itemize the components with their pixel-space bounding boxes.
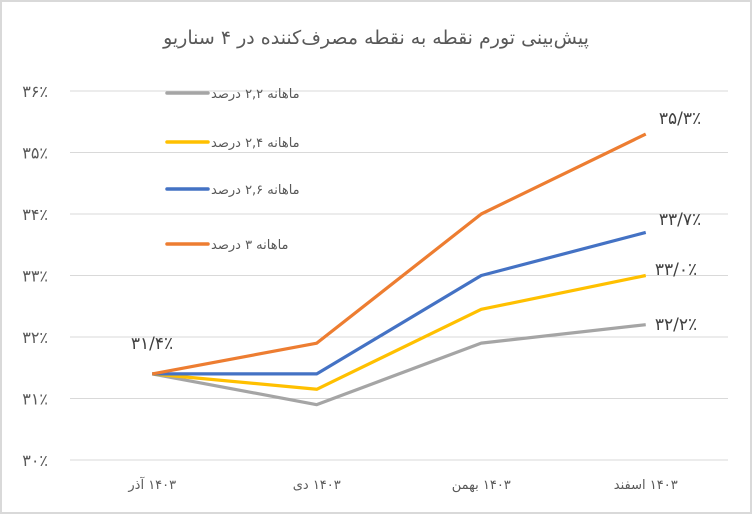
series-line	[152, 230, 647, 376]
y-tick-label: ۳۵٪	[22, 144, 48, 163]
data-label: ۳۳/۷٪	[659, 210, 701, 230]
x-tick-label: ۱۴۰۳ بهمن	[452, 478, 511, 493]
data-label: ۳۱/۴٪	[131, 334, 173, 354]
y-tick-label: ۳۶٪	[22, 82, 48, 101]
data-label: ۳۳/۰٪	[655, 260, 697, 280]
chart-title: پیش‌بینی تورم نقطه به نقطه مصرف‌کننده در…	[163, 27, 589, 49]
series-line	[151, 323, 646, 407]
y-tick-label: ۳۲٪	[22, 328, 48, 347]
legend-label: ماهانه ۲,۴ درصد	[211, 136, 300, 151]
y-tick-label: ۳۰٪	[22, 451, 48, 470]
series-line	[152, 273, 647, 391]
x-tick-label: ۱۴۰۳ اسفند	[614, 478, 678, 493]
y-tick-label: ۳۱٪	[22, 390, 48, 409]
legend-label: ماهانه ۳ درصد	[211, 238, 289, 253]
y-tick-label: ۳۴٪	[22, 205, 48, 224]
series-line	[151, 132, 647, 376]
x-tick-label: ۱۴۰۳ دی	[293, 478, 341, 493]
data-label: ۳۵/۳٪	[659, 109, 701, 129]
legend-label: ماهانه ۲,۲ درصد	[211, 87, 300, 102]
data-label: ۳۲/۲٪	[655, 315, 697, 335]
y-tick-label: ۳۳٪	[22, 267, 48, 286]
x-tick-label: ۱۴۰۳ آذر	[127, 476, 176, 493]
legend-label: ماهانه ۲,۶ درصد	[211, 183, 300, 198]
